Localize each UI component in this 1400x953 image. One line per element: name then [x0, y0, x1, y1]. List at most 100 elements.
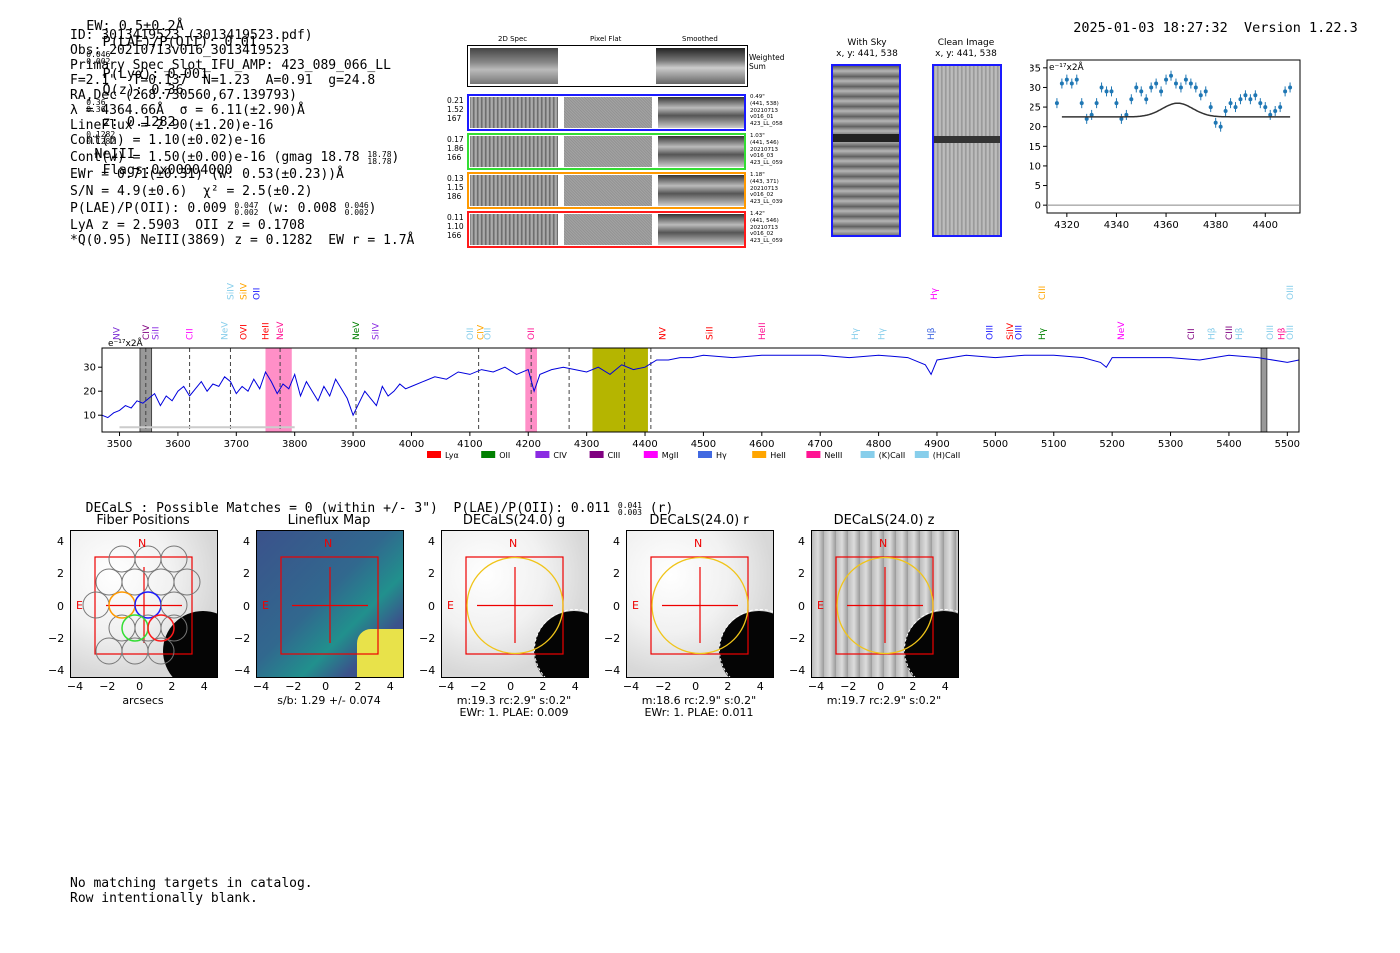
cutout-pixelflat: [564, 136, 652, 167]
decals-xtick-label: −4: [437, 680, 455, 693]
fit-point: [1134, 85, 1139, 90]
fit-point: [1154, 81, 1159, 86]
decals-ytick-label: −2: [419, 631, 436, 645]
spectrum-xtick-label: 4600: [749, 439, 774, 450]
spectrum-line-label: CIII: [1225, 326, 1235, 340]
cutout-right-label: v016_01: [750, 114, 774, 121]
decals-xtick-label: 0: [507, 680, 515, 693]
cutout-left-label: 0.13: [447, 174, 464, 183]
decals-ytick-label: 4: [243, 535, 250, 548]
spectrum-xtick-label: 5300: [1158, 439, 1183, 450]
cutout-pixelflat: [564, 214, 652, 245]
info-lya: LyA z = 2.5903 OII z = 0.1708: [70, 218, 305, 233]
fit-chart-frame: [1046, 59, 1301, 214]
fiber-circle: [160, 545, 188, 573]
decals-ytick-label: −4: [604, 664, 621, 678]
cutout-left-label: 166: [447, 153, 462, 162]
spectrum-line-label: NeV: [1117, 321, 1127, 340]
decals-overlay: [465, 556, 564, 655]
weighted-2dspec: [470, 48, 558, 84]
fit-point: [1099, 85, 1104, 90]
fit-point: [1139, 89, 1144, 94]
spectrum-line-label: Hγ: [930, 287, 940, 300]
legend-label: (K)CaII: [879, 451, 906, 460]
header-line: NeIII: [94, 146, 136, 162]
info-contn: Cont(n) = 1.10(±0.02)e-16: [70, 133, 266, 148]
fit-point: [1074, 77, 1079, 82]
fit-ytick-label: 15: [1030, 142, 1041, 153]
cutout-smoothed: [658, 175, 744, 206]
legend-label: Hγ: [716, 451, 727, 460]
fit-point: [1094, 101, 1099, 106]
cutout-right-label: 423_LL_039: [750, 199, 783, 206]
fit-xtick-label: 4380: [1203, 220, 1228, 231]
fiber-circle: [160, 614, 188, 642]
decals-xtick-label: −4: [252, 680, 270, 693]
spectrum-line-label: OIII: [986, 325, 996, 340]
cutout-right-label: v016_02: [750, 231, 774, 238]
spectrum-dashed-lines: [145, 348, 652, 432]
cutout-left-label: 0.17: [447, 135, 464, 144]
decals-ytick-label: 0: [57, 599, 64, 613]
decals-xtick-label: −2: [470, 680, 487, 693]
cutout-smoothed: [658, 214, 744, 245]
spectrum-line-label: HeII: [758, 322, 768, 340]
fit-ytick-label: 35: [1030, 63, 1041, 74]
info-block: ID: 3013419523 (3013419523.pdf) Obs: 202…: [70, 28, 414, 248]
fit-point: [1278, 105, 1283, 110]
fit-point: [1069, 81, 1074, 86]
cutout-2dspec: [470, 136, 558, 167]
fit-point: [1208, 105, 1213, 110]
spectrum-line-label: OVI: [239, 324, 249, 340]
fit-point: [1129, 97, 1134, 102]
decals-xtick-label: −2: [655, 680, 672, 693]
header-flags: Flags:0x00004000: [102, 162, 233, 178]
decals-caption: EWr: 1. PLAE: 0.009: [459, 706, 569, 719]
fit-point: [1273, 109, 1278, 113]
decals-overlay: [280, 556, 379, 655]
decals-ytick-label: 4: [613, 535, 620, 548]
footer-line-1: No matching targets in catalog.: [70, 876, 313, 891]
decals-ytick-label: −4: [789, 664, 806, 678]
fit-point: [1198, 93, 1203, 98]
info-ewr: EWr = 0.71(±0.31) (w: 0.53(±0.23))Å: [70, 167, 344, 182]
decals-xtick-label: 4: [571, 680, 579, 693]
decals-xtick-label: 2: [539, 680, 547, 693]
cutout-left-label: 0.21: [447, 96, 464, 105]
spectrum-line-label: SiII: [705, 326, 715, 340]
spectrum-line-label: CII: [186, 328, 196, 340]
decals-ytick-label: −2: [234, 631, 251, 645]
decals-panel-image: [70, 530, 218, 678]
cutout-pixelflat: [564, 175, 652, 206]
spectrum-line-label: NeV: [276, 321, 286, 340]
fit-point: [1193, 85, 1198, 90]
east-label: E: [817, 599, 824, 612]
fiber-circle: [108, 545, 136, 573]
north-label: N: [694, 537, 703, 550]
weighted-smoothed: [656, 48, 745, 84]
fit-point: [1149, 85, 1154, 90]
cutout-right-label: 20210713: [750, 185, 778, 192]
spectrum-line-label: Hγ: [851, 327, 861, 340]
cutout-row: [467, 94, 746, 131]
cutout-left-label: 167: [447, 114, 462, 123]
fit-point: [1188, 81, 1193, 86]
line-fit-chart: e⁻¹⁷x2Å 4320 4340 4360 4380 4400 0 5 10 15 20 25 30…: [1030, 59, 1301, 231]
cutout-2dspec: [470, 214, 558, 245]
clean-title: Clean Image: [937, 38, 995, 48]
fit-xtick-label: 4340: [1104, 220, 1129, 231]
decals-xtick-label: −2: [840, 680, 857, 693]
cutout-left-label: 1.52: [447, 105, 464, 114]
cutout-left-label: 1.15: [447, 183, 464, 192]
fiber-circle: [82, 591, 110, 619]
decals-ytick-label: 4: [798, 535, 805, 548]
cutout-left-label: 186: [447, 192, 462, 201]
decals-ytick-label: 2: [57, 567, 64, 581]
fit-point: [1263, 105, 1268, 110]
fit-point: [1089, 112, 1094, 117]
spectrum-line-label: Hβ: [927, 327, 937, 340]
cutout-row: [467, 211, 746, 248]
spectrum-xtick-label: 4500: [691, 439, 716, 450]
decals-xtick-label: −4: [807, 680, 825, 693]
fit-point: [1253, 93, 1258, 98]
